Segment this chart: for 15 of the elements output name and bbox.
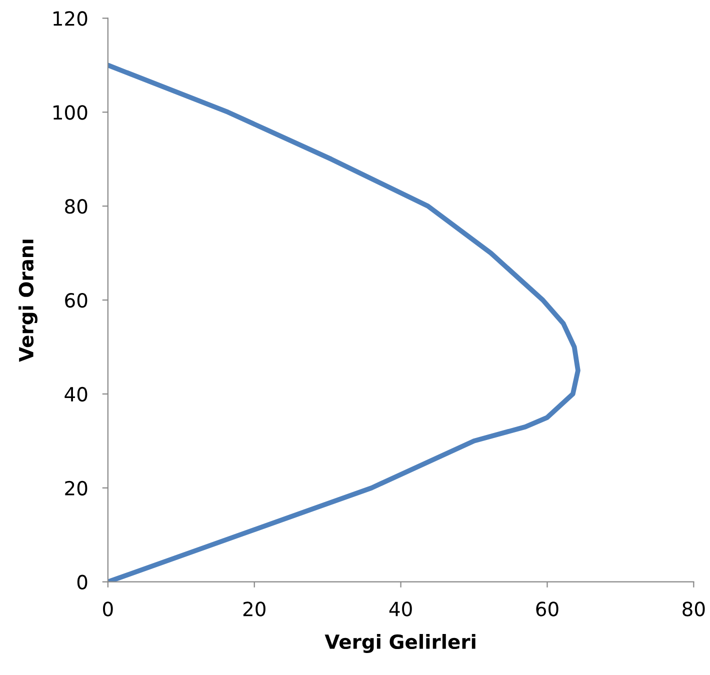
x-axis-title: Vergi Gelirleri [324,634,476,653]
x-tick-label: 80 [682,602,705,616]
y-tick-label: 40 [64,386,88,402]
y-tick-label: 20 [65,480,88,496]
x-tick-label: 40 [389,602,412,616]
y-tick-label: 80 [65,199,88,214]
y-tick-label: 60 [65,292,88,308]
line-series [108,62,580,582]
y-axis-title: Vergi Oranı [18,240,38,362]
y-tick-label: 0 [77,574,88,590]
y-tick-label: 100 [53,105,88,120]
x-tick-label: 20 [243,602,266,616]
x-tick-label: 60 [536,602,558,616]
x-tick-label: 0 [103,602,113,616]
y-tick-label: 120 [53,11,88,26]
